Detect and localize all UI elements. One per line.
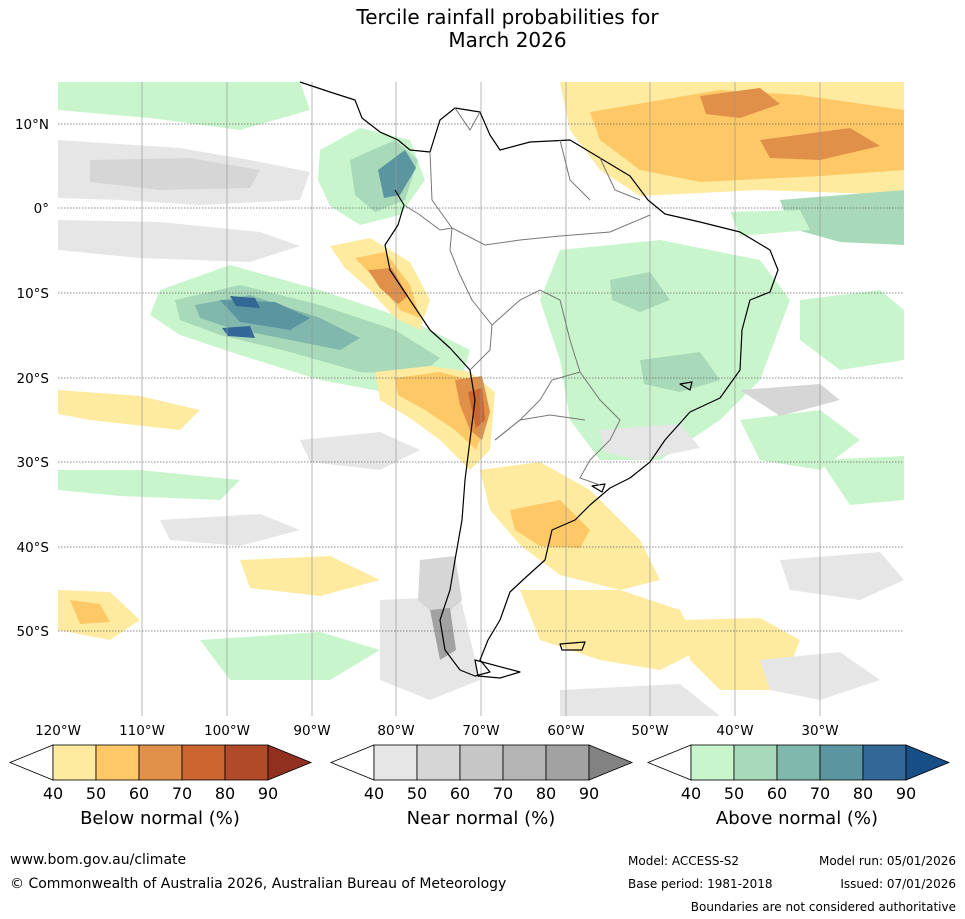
- colorbar-above-tick: 80: [853, 784, 873, 803]
- colorbar-above-tick: 40: [681, 784, 701, 803]
- colorbar-above-over-arrow: [905, 744, 951, 781]
- colorbar-below-under-arrow: [8, 744, 54, 781]
- colorbars: 40 50 60 70 80 90 40 50 60 70 80 90 40 50 60 70 80 90: [8, 744, 951, 803]
- lat-label: 10°N: [15, 117, 49, 133]
- coastline: [299, 81, 779, 679]
- colorbar-near-swatch: [545, 744, 590, 781]
- colorbar-title-above: Above normal (%): [715, 808, 879, 829]
- colorbar-below-tick: 80: [215, 784, 235, 803]
- colorbar-above-swatch: [862, 744, 907, 781]
- lon-label: 50°W: [631, 723, 668, 739]
- colorbar-above-tick: 70: [810, 784, 830, 803]
- colorbar-near-swatch: [373, 744, 418, 781]
- colorbar-near-over-arrow: [588, 744, 634, 781]
- colorbar-below-swatch: [95, 744, 140, 781]
- lon-label: 30°W: [801, 723, 838, 739]
- lat-label: 20°S: [17, 371, 50, 387]
- colorbar-above-swatch: [733, 744, 778, 781]
- colorbar-below-tick: 60: [129, 784, 149, 803]
- map-title-line1: Tercile rainfall probabilities for: [356, 5, 659, 29]
- boundaries-disclaimer: Boundaries are not considered authoritat…: [690, 900, 956, 914]
- colorbar-near-swatch: [459, 744, 504, 781]
- lat-label: 30°S: [17, 455, 50, 471]
- colorbar-near-tick: 50: [407, 784, 427, 803]
- colorbar-near-swatch: [416, 744, 461, 781]
- lon-label: 120°W: [35, 723, 81, 739]
- lat-label: 10°S: [17, 286, 50, 302]
- colorbar-near-tick: 70: [493, 784, 513, 803]
- colorbar-below-over-arrow: [267, 744, 313, 781]
- colorbar-below-swatch: [52, 744, 97, 781]
- lon-label: 40°W: [716, 723, 753, 739]
- country-boundaries: [403, 107, 651, 486]
- source-url[interactable]: www.bom.gov.au/climate: [10, 852, 187, 868]
- model-run-date: Model run: 05/01/2026: [818, 854, 956, 868]
- colorbar-below-tick: 40: [43, 784, 63, 803]
- lon-label: 90°W: [293, 723, 330, 739]
- colorbar-near-tick: 60: [450, 784, 470, 803]
- colorbar-below-swatch: [224, 744, 269, 781]
- colorbar-below-tick: 90: [258, 784, 278, 803]
- map-title-line2: March 2026: [448, 28, 567, 52]
- colorbar-near-tick: 80: [536, 784, 556, 803]
- lon-label: 110°W: [119, 723, 165, 739]
- colorbar-near-tick: 90: [579, 784, 599, 803]
- colorbar-near-under-arrow: [329, 744, 375, 781]
- colorbar-title-near: Near normal (%): [406, 808, 556, 829]
- colorbar-above-tick: 50: [724, 784, 744, 803]
- lon-label: 60°W: [547, 723, 584, 739]
- colorbar-above-swatch: [819, 744, 864, 781]
- lat-label: 0°: [34, 201, 49, 217]
- issued-date: Issued: 07/01/2026: [840, 877, 956, 891]
- colorbar-below-swatch: [138, 744, 183, 781]
- colorbar-title-below: Below normal (%): [80, 808, 240, 829]
- lon-label: 100°W: [204, 723, 250, 739]
- colorbar-above-swatch: [776, 744, 821, 781]
- lon-label: 80°W: [377, 723, 414, 739]
- lat-label: 40°S: [17, 540, 50, 556]
- lon-label: 70°W: [462, 723, 499, 739]
- base-period: Base period: 1981-2018: [628, 877, 773, 891]
- copyright-notice: © Commonwealth of Australia 2026, Austra…: [10, 876, 507, 892]
- colorbar-above-tick: 90: [896, 784, 916, 803]
- lat-label: 50°S: [17, 624, 50, 640]
- colorbar-above-under-arrow: [646, 744, 692, 781]
- colorbar-above-swatch: [690, 744, 735, 781]
- colorbar-below-tick: 50: [86, 784, 106, 803]
- colorbar-above-tick: 60: [767, 784, 787, 803]
- colorbar-near-swatch: [502, 744, 547, 781]
- colorbar-below-tick: 70: [172, 784, 192, 803]
- model-name: Model: ACCESS-S2: [628, 854, 740, 868]
- colorbar-near-tick: 40: [364, 784, 384, 803]
- colorbar-below-swatch: [181, 744, 226, 781]
